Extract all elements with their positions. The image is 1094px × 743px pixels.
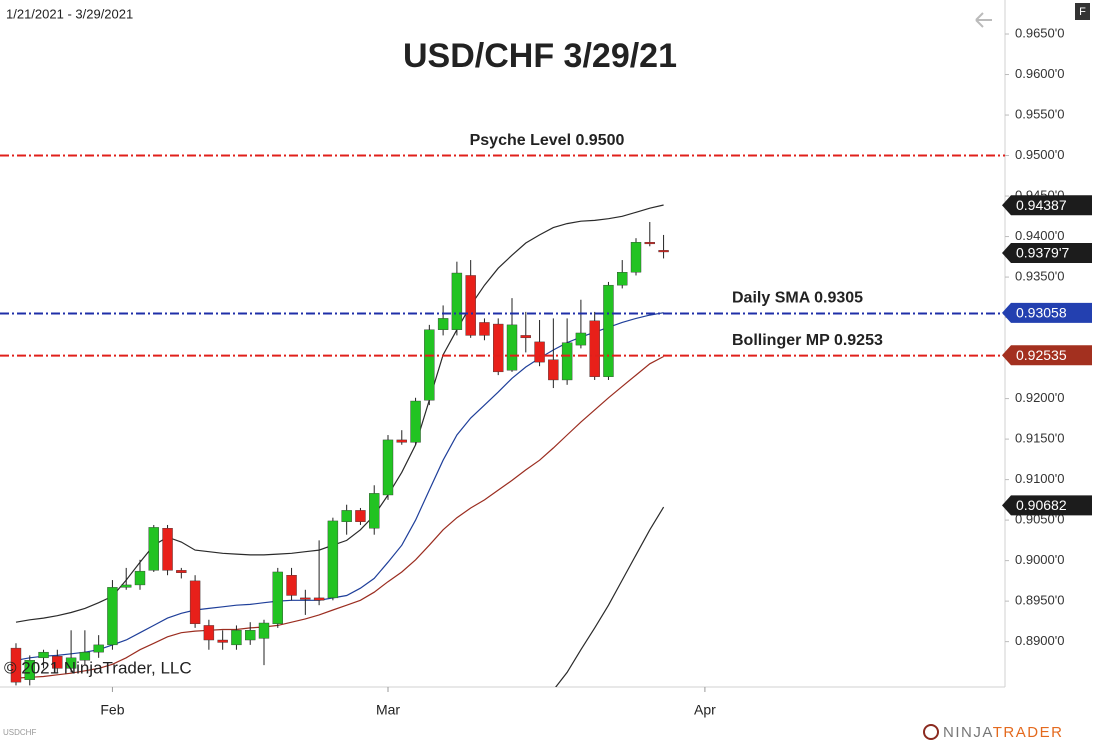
axis-layer: 0.9650'00.9600'00.9550'00.9500'00.9450'0… xyxy=(100,25,1092,718)
price-marker-label: 0.92535 xyxy=(1016,347,1067,363)
y-tick-label: 0.9100'0 xyxy=(1015,471,1064,486)
price-marker-label: 0.94387 xyxy=(1016,197,1067,213)
candle-body xyxy=(300,597,311,600)
price-marker xyxy=(1002,243,1092,264)
candle-body xyxy=(451,272,463,330)
candle-body xyxy=(38,651,49,659)
back-arrow[interactable] xyxy=(975,12,992,28)
candle-body xyxy=(286,575,297,596)
plot-area xyxy=(0,154,1005,687)
candle-body xyxy=(561,342,573,381)
overlay-line xyxy=(555,506,665,687)
x-tick-label: Mar xyxy=(376,702,400,718)
logo: NINJATRADER xyxy=(943,724,1063,741)
candle-body xyxy=(327,520,339,599)
date-range: 1/21/2021 - 3/29/2021 xyxy=(6,6,133,21)
price-marker xyxy=(1002,302,1092,323)
candle-body xyxy=(134,570,146,586)
candle-body xyxy=(245,630,256,641)
candle-body xyxy=(548,359,559,381)
candle-body xyxy=(176,570,187,573)
candle-body xyxy=(493,323,504,373)
candle-body xyxy=(644,242,655,245)
candle-body xyxy=(162,528,173,571)
logo-left: NINJA xyxy=(943,724,993,741)
candle-body xyxy=(258,622,270,639)
candle-body xyxy=(479,322,490,336)
price-marker-label: 0.9379'7 xyxy=(1016,245,1069,261)
candle-body xyxy=(272,571,283,625)
candle-body xyxy=(107,587,118,646)
candle-body xyxy=(520,335,531,339)
x-tick-label: Apr xyxy=(694,702,716,718)
candle-body xyxy=(396,439,407,443)
candle-body xyxy=(24,660,35,680)
y-tick-label: 0.9650'0 xyxy=(1015,25,1064,40)
level-label: Daily SMA 0.9305 xyxy=(732,290,863,307)
y-tick-label: 0.8900'0 xyxy=(1015,633,1064,648)
candle-body xyxy=(369,493,380,529)
watermark: © 2021 NinjaTrader, LLC xyxy=(4,658,192,677)
candle-body xyxy=(534,341,545,363)
candle-body xyxy=(437,318,449,330)
candle-body xyxy=(79,651,91,661)
price-marker xyxy=(1002,195,1092,216)
candle-body xyxy=(575,332,587,346)
price-marker xyxy=(1002,495,1092,516)
candle-body xyxy=(65,657,77,669)
x-tick-label: Feb xyxy=(100,702,124,718)
y-tick-label: 0.9150'0 xyxy=(1015,431,1064,446)
candle-body xyxy=(231,630,242,646)
overlay-line xyxy=(15,312,664,661)
overlay-line xyxy=(15,355,664,679)
candle-body xyxy=(382,439,394,496)
y-tick-label: 0.9000'0 xyxy=(1015,552,1064,567)
y-tick-label: 0.8950'0 xyxy=(1015,593,1064,608)
logo-right: TRADER xyxy=(993,724,1064,741)
price-marker-label: 0.90682 xyxy=(1016,497,1067,513)
level-label: Bollinger MP 0.9253 xyxy=(732,332,883,349)
candle-body xyxy=(189,580,201,625)
candle-body xyxy=(93,644,104,653)
candle-body xyxy=(121,584,132,588)
y-tick-label: 0.9500'0 xyxy=(1015,147,1064,162)
y-tick-label: 0.9350'0 xyxy=(1015,269,1064,284)
candle-body xyxy=(203,625,215,641)
chart-title: USD/CHF 3/29/21 xyxy=(403,37,677,75)
overlay-line xyxy=(15,204,664,623)
candle-body xyxy=(617,272,628,286)
candle-body xyxy=(424,329,435,401)
candle-body xyxy=(10,647,22,683)
icon-box[interactable] xyxy=(1075,3,1090,20)
y-tick-label: 0.9550'0 xyxy=(1015,106,1064,121)
candle-body xyxy=(410,400,421,443)
y-tick-label: 0.9400'0 xyxy=(1015,228,1064,243)
price-marker xyxy=(1002,345,1092,366)
y-tick-label: 0.9200'0 xyxy=(1015,390,1064,405)
candle-body xyxy=(52,656,63,669)
candle-body xyxy=(630,242,642,273)
candle-body xyxy=(217,639,228,643)
logo-icon xyxy=(923,724,939,740)
candle-body xyxy=(313,597,325,601)
candle-body xyxy=(341,510,352,522)
candle-body xyxy=(603,284,614,377)
icon-label[interactable]: F xyxy=(1079,6,1086,18)
symbol-label: USDCHF xyxy=(3,728,36,737)
level-label: Psyche Level 0.9500 xyxy=(470,132,625,149)
price-marker-label: 0.93058 xyxy=(1016,305,1067,321)
candle-body xyxy=(506,324,518,371)
y-tick-label: 0.9600'0 xyxy=(1015,66,1064,81)
candle-body xyxy=(589,320,600,377)
candle-body xyxy=(148,527,159,571)
candle-body xyxy=(355,510,366,522)
candle-body xyxy=(658,250,669,253)
candle-body xyxy=(465,275,476,336)
